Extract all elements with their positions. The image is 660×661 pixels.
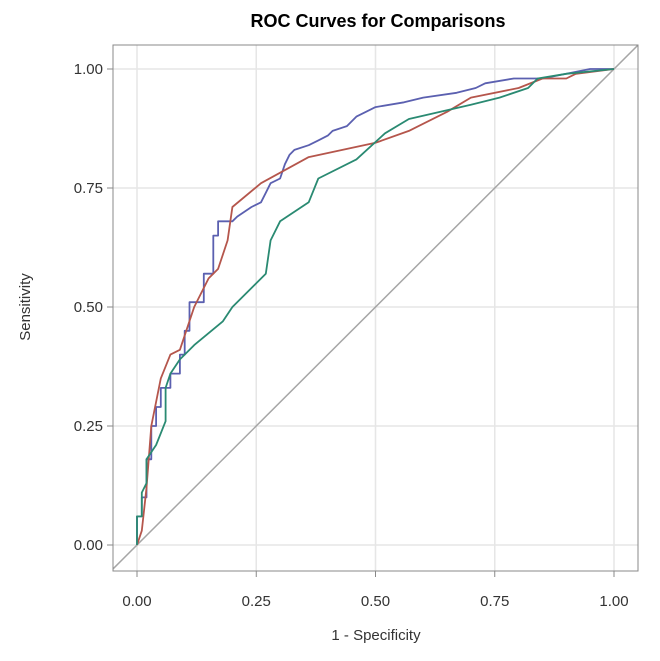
y-tick-label: 0.25 xyxy=(74,418,103,435)
y-tick-label: 1.00 xyxy=(74,61,103,78)
plot-frame xyxy=(112,44,639,572)
chart-title: ROC Curves for Comparisons xyxy=(250,11,505,31)
y-axis-label: Sensitivity xyxy=(17,273,34,341)
roc-curve-2 xyxy=(136,68,615,546)
x-tick-label: 0.00 xyxy=(122,593,151,610)
y-tick-label: 0.75 xyxy=(74,180,103,197)
x-tick-label: 0.75 xyxy=(480,593,509,610)
roc-curve-1 xyxy=(136,68,614,545)
x-tick-label: 1.00 xyxy=(599,593,628,610)
y-tick-label: 0.00 xyxy=(74,537,103,554)
x-tick-label: 0.25 xyxy=(242,593,271,610)
reference-diagonal xyxy=(112,44,639,570)
x-tick-label: 0.50 xyxy=(361,593,390,610)
roc-curve-3 xyxy=(136,68,615,545)
y-tick-label: 0.50 xyxy=(74,299,103,316)
x-axis-label: 1 - Specificity xyxy=(331,627,421,644)
